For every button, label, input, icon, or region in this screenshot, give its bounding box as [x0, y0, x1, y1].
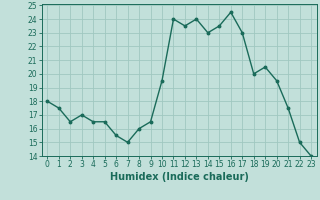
X-axis label: Humidex (Indice chaleur): Humidex (Indice chaleur) [110, 172, 249, 182]
